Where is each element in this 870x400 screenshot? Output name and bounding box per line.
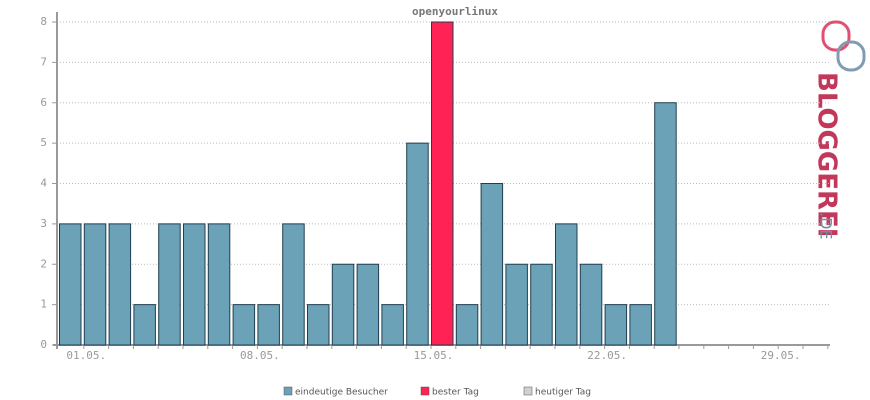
y-tick-label: 8 — [40, 15, 47, 28]
bar — [307, 304, 330, 346]
legend-label: heutiger Tag — [535, 388, 591, 398]
bar — [282, 223, 305, 346]
bar — [505, 263, 528, 346]
bar — [356, 263, 380, 346]
logo-shape — [836, 40, 866, 72]
bar — [108, 223, 132, 346]
y-tick-label: 0 — [40, 338, 47, 351]
chart-title: openyourlinux — [412, 5, 498, 18]
bar — [257, 304, 280, 346]
bar — [654, 102, 677, 346]
bar — [207, 223, 231, 346]
y-tick-label: 5 — [40, 136, 47, 149]
y-tick-label: 7 — [40, 55, 47, 68]
legend-swatch — [283, 386, 293, 396]
legend-label: eindeutige Besucher — [295, 388, 388, 398]
bar — [530, 263, 553, 346]
bar — [381, 304, 404, 346]
legend-swatch — [523, 386, 533, 396]
y-tick-label: 6 — [40, 96, 47, 109]
bar — [579, 263, 603, 346]
x-tick-label: 15.05. — [414, 349, 454, 362]
bar — [158, 223, 181, 346]
x-tick-label: 08.05. — [240, 349, 280, 362]
bar — [629, 304, 652, 346]
bar — [455, 304, 479, 346]
logo-name: BLOGGEREI — [812, 72, 842, 237]
y-tick-label: 2 — [40, 257, 47, 270]
bar — [480, 183, 504, 346]
bar — [331, 263, 355, 346]
logo-domain: .DE — [817, 212, 836, 240]
bar — [604, 304, 628, 346]
y-tick-label: 4 — [40, 177, 47, 190]
bar — [59, 223, 82, 346]
bar — [406, 142, 429, 346]
legend-label: bester Tag — [432, 388, 479, 398]
bar — [431, 21, 454, 346]
x-tick-label: 01.05. — [66, 349, 106, 362]
logo: BLOGGEREI .DE — [812, 72, 842, 240]
x-tick-label: 29.05. — [761, 349, 801, 362]
logo-shape — [821, 20, 851, 52]
x-tick-label: 22.05. — [587, 349, 627, 362]
legend-swatch — [420, 386, 430, 396]
bar — [232, 304, 256, 346]
bar — [133, 304, 156, 346]
y-tick-label: 3 — [40, 217, 47, 230]
bar — [183, 223, 206, 346]
y-tick-label: 1 — [40, 298, 47, 311]
logo-icon — [821, 20, 866, 72]
bar — [555, 223, 578, 346]
bar — [83, 223, 107, 346]
